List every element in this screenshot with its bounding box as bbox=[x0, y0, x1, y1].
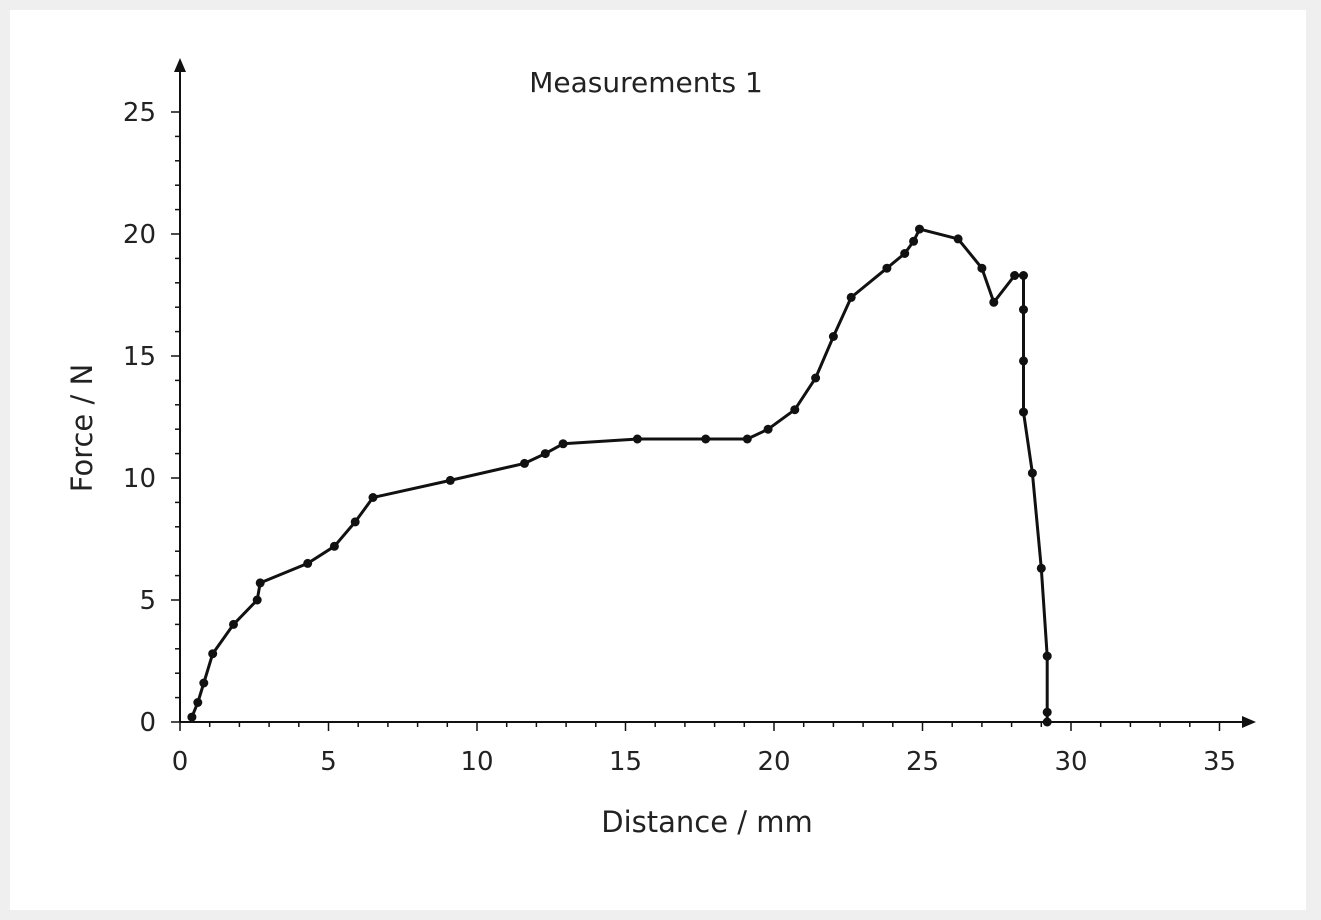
x-tick-label: 10 bbox=[460, 747, 493, 777]
data-point bbox=[846, 292, 856, 302]
data-point bbox=[193, 698, 203, 707]
data-point bbox=[900, 249, 910, 258]
data-point bbox=[540, 449, 550, 459]
data-point bbox=[520, 458, 529, 468]
data-point bbox=[989, 297, 999, 307]
data-point bbox=[790, 405, 800, 415]
data-point bbox=[632, 434, 642, 444]
data-point bbox=[558, 439, 568, 449]
y-tick-label: 20 bbox=[123, 220, 156, 250]
data-point bbox=[915, 224, 924, 234]
x-tick-label: 0 bbox=[172, 747, 189, 777]
data-point bbox=[1019, 271, 1028, 280]
data-point bbox=[1042, 707, 1052, 717]
data-point bbox=[187, 712, 197, 722]
data-point bbox=[1010, 271, 1020, 280]
y-tick-labels: 0 5 10 15 20 25 bbox=[123, 98, 156, 738]
line-chart: Measurements 1 0 5 10 15 20 25 30 35 0 5 10 15 20 25… bbox=[65, 58, 1256, 839]
data-point bbox=[255, 578, 265, 588]
data-point bbox=[953, 234, 963, 244]
x-tick-label: 20 bbox=[757, 747, 790, 777]
axes bbox=[174, 58, 1256, 728]
data-point bbox=[208, 649, 218, 659]
x-tick-label: 35 bbox=[1203, 747, 1236, 777]
x-tick-label: 25 bbox=[906, 747, 939, 777]
x-tick-labels: 0 5 10 15 20 25 30 35 bbox=[172, 747, 1236, 777]
x-ticks bbox=[179, 722, 1221, 731]
data-point bbox=[199, 678, 209, 688]
y-tick-label: 5 bbox=[139, 586, 156, 616]
data-point bbox=[1019, 305, 1028, 315]
data-point bbox=[909, 236, 919, 246]
data-point bbox=[701, 434, 711, 444]
plot-area bbox=[187, 224, 1052, 727]
data-point bbox=[977, 263, 987, 273]
data-point bbox=[828, 332, 838, 341]
data-point bbox=[1027, 468, 1037, 478]
data-point bbox=[742, 434, 752, 444]
y-tick-label: 0 bbox=[139, 708, 156, 738]
data-point bbox=[252, 595, 262, 605]
y-axis-arrow bbox=[174, 58, 186, 72]
data-point bbox=[368, 493, 378, 502]
series-line bbox=[190, 227, 1049, 722]
data-point bbox=[1019, 356, 1028, 366]
data-point bbox=[1042, 651, 1052, 661]
x-tick-label: 30 bbox=[1054, 747, 1087, 777]
chart-title: Measurements 1 bbox=[529, 66, 763, 99]
data-point bbox=[1042, 717, 1052, 727]
y-axis-title: Force / N bbox=[65, 364, 99, 492]
x-tick-label: 5 bbox=[320, 747, 337, 777]
x-tick-label: 15 bbox=[609, 747, 642, 777]
data-point bbox=[1019, 407, 1028, 417]
x-axis-title: Distance / mm bbox=[601, 805, 813, 839]
data-point bbox=[229, 619, 238, 629]
data-point bbox=[303, 558, 313, 568]
x-axis-arrow bbox=[1242, 716, 1256, 728]
data-point bbox=[445, 475, 455, 485]
data-point bbox=[811, 373, 821, 383]
data-point bbox=[882, 263, 892, 273]
data-point bbox=[350, 517, 360, 527]
data-point bbox=[329, 541, 339, 551]
y-ticks bbox=[171, 111, 180, 723]
data-point bbox=[763, 424, 773, 434]
data-point bbox=[1036, 563, 1046, 573]
chart-frame: Measurements 1 0 5 10 15 20 25 30 35 0 5 10 15 20 25… bbox=[10, 10, 1306, 910]
y-tick-label: 15 bbox=[123, 342, 156, 372]
y-tick-label: 10 bbox=[123, 464, 156, 494]
y-tick-label: 25 bbox=[123, 98, 156, 128]
